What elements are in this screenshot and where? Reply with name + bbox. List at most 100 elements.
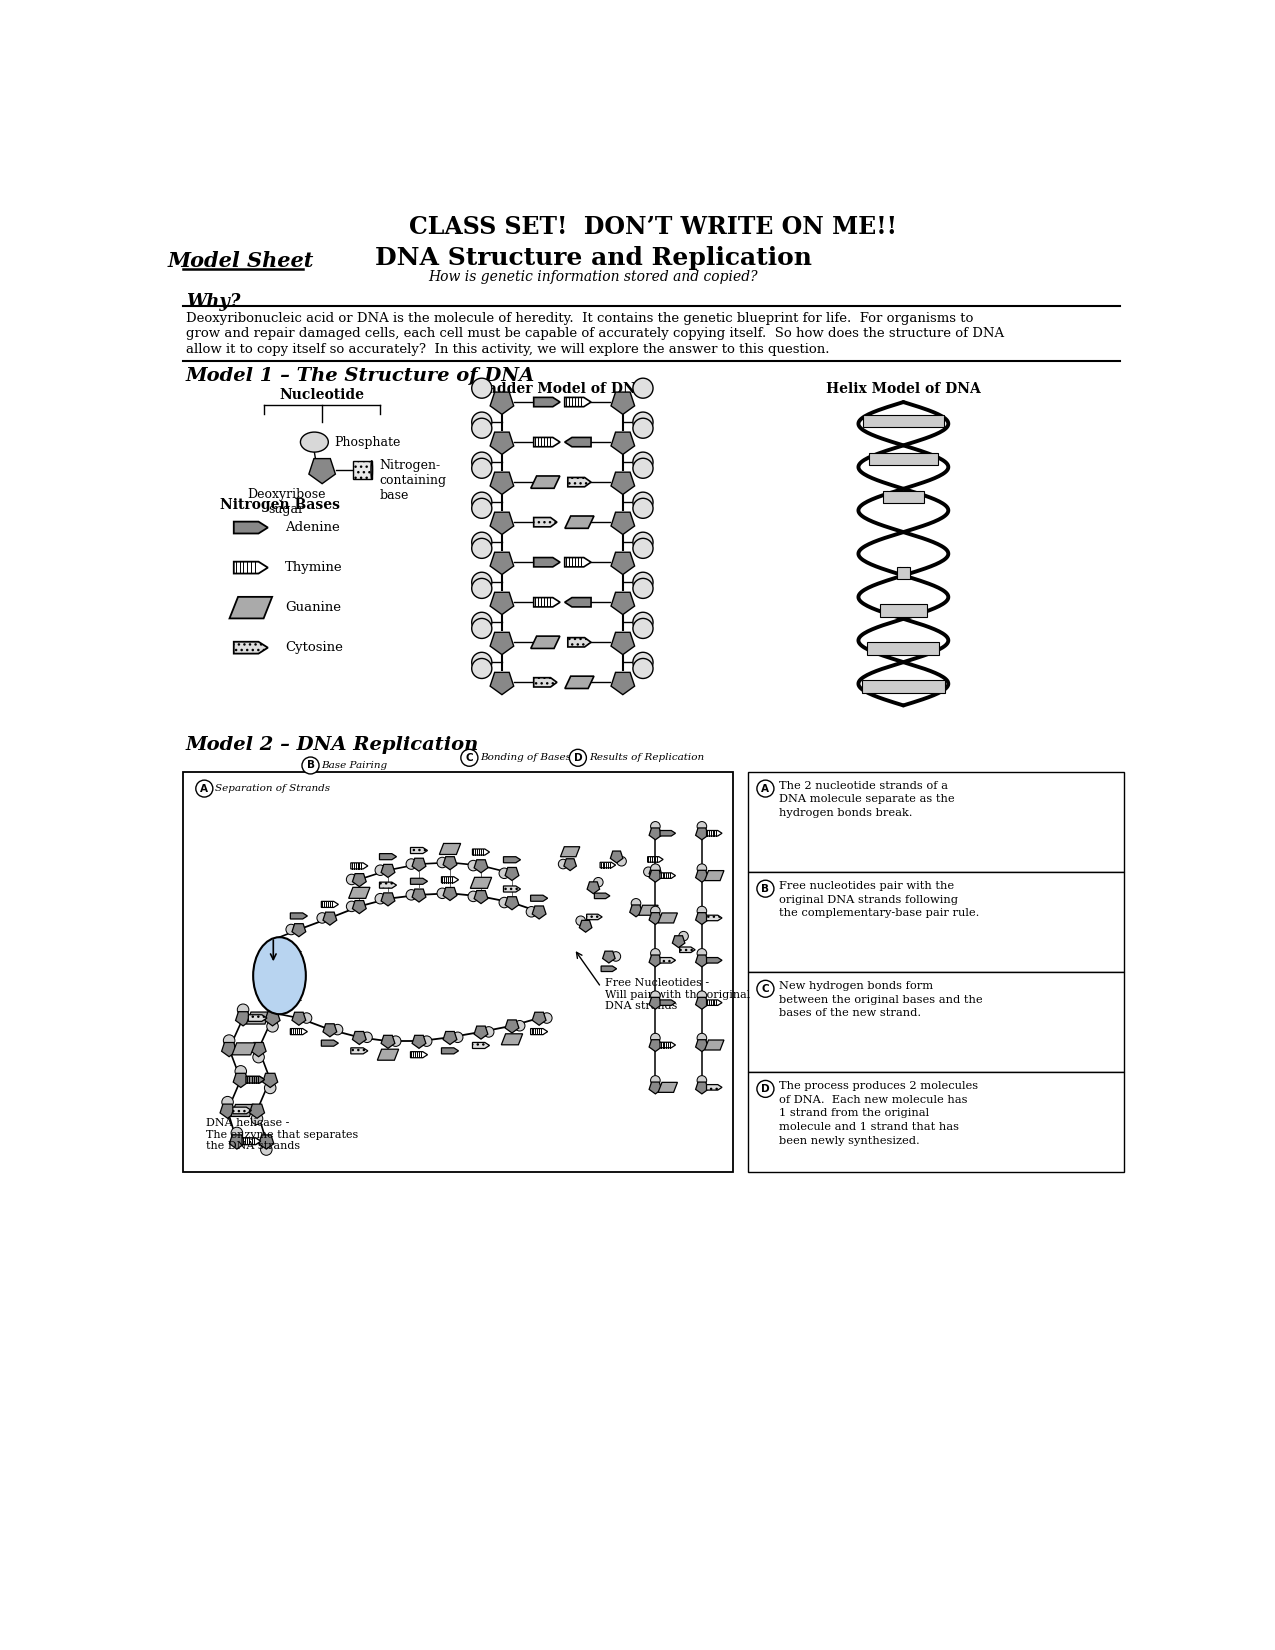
Bar bbox=[748, 871, 1125, 972]
Circle shape bbox=[576, 916, 585, 926]
Circle shape bbox=[697, 865, 706, 873]
Polygon shape bbox=[490, 672, 514, 695]
Polygon shape bbox=[444, 856, 456, 870]
Polygon shape bbox=[233, 1072, 249, 1087]
Circle shape bbox=[237, 1003, 249, 1015]
Polygon shape bbox=[534, 558, 560, 568]
Text: B: B bbox=[306, 761, 315, 771]
Circle shape bbox=[697, 906, 706, 916]
Circle shape bbox=[472, 619, 492, 639]
Ellipse shape bbox=[254, 937, 306, 1015]
Text: How is genetic information stored and copied?: How is genetic information stored and co… bbox=[428, 271, 759, 284]
Polygon shape bbox=[649, 870, 662, 883]
Polygon shape bbox=[530, 637, 560, 648]
Circle shape bbox=[697, 992, 706, 1000]
Bar bbox=[353, 460, 372, 478]
Circle shape bbox=[542, 1013, 552, 1023]
Text: A: A bbox=[761, 784, 769, 794]
Polygon shape bbox=[611, 592, 635, 614]
Polygon shape bbox=[534, 678, 557, 686]
Circle shape bbox=[437, 888, 448, 899]
Circle shape bbox=[632, 573, 653, 592]
Polygon shape bbox=[505, 1020, 519, 1033]
Circle shape bbox=[375, 893, 385, 904]
Text: Nitrogen-
containing
base: Nitrogen- containing base bbox=[380, 459, 446, 502]
Circle shape bbox=[260, 1143, 272, 1155]
Polygon shape bbox=[611, 632, 635, 655]
Circle shape bbox=[437, 858, 448, 868]
Circle shape bbox=[650, 865, 660, 873]
Text: allow it to copy itself so accurately?  In this activity, we will explore the an: allow it to copy itself so accurately? I… bbox=[186, 343, 829, 356]
Polygon shape bbox=[412, 1035, 426, 1048]
Circle shape bbox=[650, 1033, 660, 1043]
Polygon shape bbox=[441, 876, 459, 883]
Circle shape bbox=[405, 889, 417, 901]
Circle shape bbox=[405, 858, 417, 870]
Polygon shape bbox=[706, 1000, 722, 1005]
Text: Adenine: Adenine bbox=[284, 521, 339, 535]
Polygon shape bbox=[473, 1043, 490, 1048]
Circle shape bbox=[472, 533, 492, 553]
Polygon shape bbox=[706, 830, 722, 837]
Polygon shape bbox=[660, 830, 676, 837]
Circle shape bbox=[472, 652, 492, 672]
Polygon shape bbox=[658, 1082, 677, 1092]
Circle shape bbox=[286, 924, 297, 936]
Polygon shape bbox=[352, 1031, 366, 1044]
Polygon shape bbox=[505, 868, 519, 881]
Polygon shape bbox=[649, 866, 662, 878]
Polygon shape bbox=[441, 1048, 459, 1054]
Text: Model 2 – DNA Replication: Model 2 – DNA Replication bbox=[186, 736, 479, 754]
Circle shape bbox=[570, 749, 586, 766]
Polygon shape bbox=[352, 873, 366, 886]
Text: The 2 nucleotide strands of a
DNA molecule separate as the
hydrogen bonds break.: The 2 nucleotide strands of a DNA molecu… bbox=[779, 780, 955, 818]
Circle shape bbox=[527, 906, 537, 917]
Text: Separation of Strands: Separation of Strands bbox=[215, 784, 330, 794]
Polygon shape bbox=[490, 553, 514, 574]
Polygon shape bbox=[321, 901, 338, 908]
Circle shape bbox=[632, 412, 653, 432]
Polygon shape bbox=[490, 592, 514, 614]
Polygon shape bbox=[705, 871, 724, 881]
Polygon shape bbox=[412, 858, 426, 871]
Circle shape bbox=[301, 1013, 312, 1023]
Polygon shape bbox=[603, 950, 615, 964]
Bar bbox=[182, 772, 733, 1172]
Polygon shape bbox=[230, 1135, 245, 1148]
Polygon shape bbox=[323, 1023, 337, 1036]
Polygon shape bbox=[222, 1043, 237, 1056]
Circle shape bbox=[632, 378, 653, 398]
Circle shape bbox=[317, 912, 328, 924]
Text: A: A bbox=[200, 784, 208, 794]
Polygon shape bbox=[565, 398, 592, 406]
Circle shape bbox=[390, 1036, 400, 1046]
Circle shape bbox=[611, 952, 621, 962]
Bar bbox=[748, 772, 1125, 871]
Text: Free nucleotides pair with the
original DNA strands following
the complementary-: Free nucleotides pair with the original … bbox=[779, 881, 979, 917]
Circle shape bbox=[472, 452, 492, 472]
Polygon shape bbox=[534, 437, 560, 447]
Polygon shape bbox=[233, 642, 268, 653]
Polygon shape bbox=[564, 858, 576, 871]
Polygon shape bbox=[579, 921, 592, 932]
Circle shape bbox=[632, 498, 653, 518]
Polygon shape bbox=[242, 1138, 261, 1145]
Circle shape bbox=[632, 658, 653, 678]
Circle shape bbox=[347, 901, 357, 912]
Circle shape bbox=[499, 868, 510, 878]
Circle shape bbox=[697, 822, 706, 832]
Circle shape bbox=[453, 1031, 463, 1043]
Circle shape bbox=[650, 1076, 660, 1086]
Polygon shape bbox=[251, 1043, 266, 1056]
Polygon shape bbox=[530, 896, 548, 901]
Circle shape bbox=[650, 949, 660, 959]
Circle shape bbox=[196, 780, 213, 797]
Circle shape bbox=[472, 498, 492, 518]
Polygon shape bbox=[444, 888, 456, 901]
Circle shape bbox=[558, 860, 567, 870]
Circle shape bbox=[650, 906, 660, 916]
Bar bbox=[863, 414, 944, 427]
Circle shape bbox=[632, 612, 653, 632]
Polygon shape bbox=[565, 437, 592, 447]
Polygon shape bbox=[236, 1011, 251, 1026]
